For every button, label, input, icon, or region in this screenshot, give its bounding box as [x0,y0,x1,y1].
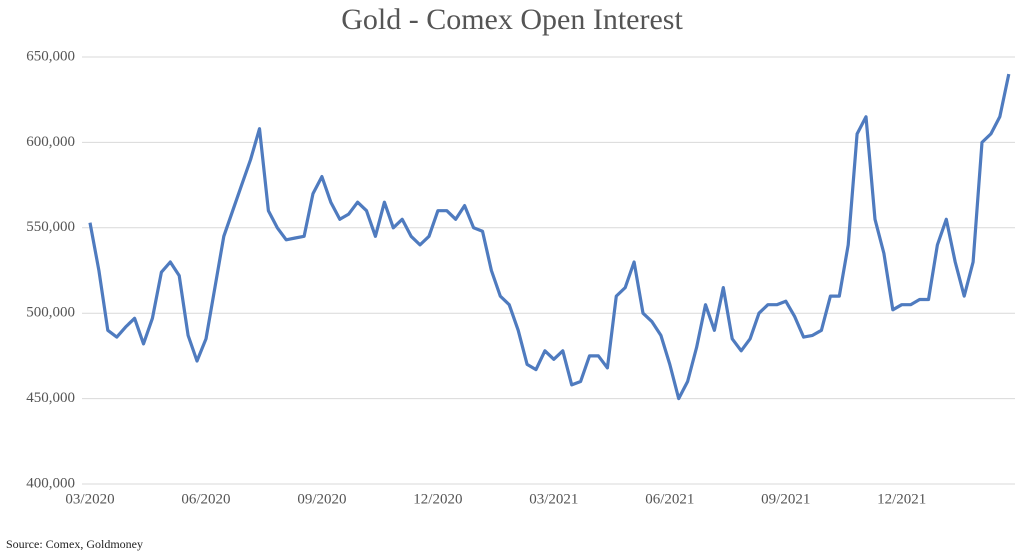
x-tick-label: 12/2021 [877,491,926,507]
y-tick-label: 550,000 [26,219,75,235]
y-tick-label: 500,000 [26,305,75,321]
source-note: Source: Comex, Goldmoney [6,537,143,551]
x-tick-label: 06/2020 [181,491,230,507]
y-tick-label: 450,000 [26,390,75,406]
data-line [88,73,1011,401]
x-tick-label: 09/2021 [761,491,810,507]
y-tick-label: 400,000 [26,475,75,491]
x-tick-label: 09/2020 [297,491,346,507]
x-tick-label: 06/2021 [645,491,694,507]
x-tick-label: 03/2020 [65,491,114,507]
chart-title: Gold - Comex Open Interest [341,3,683,36]
x-tick-label: 12/2020 [413,491,462,507]
y-tick-label: 650,000 [26,48,75,64]
y-tick-label: 600,000 [26,134,75,150]
x-tick-label: 03/2021 [529,491,578,507]
